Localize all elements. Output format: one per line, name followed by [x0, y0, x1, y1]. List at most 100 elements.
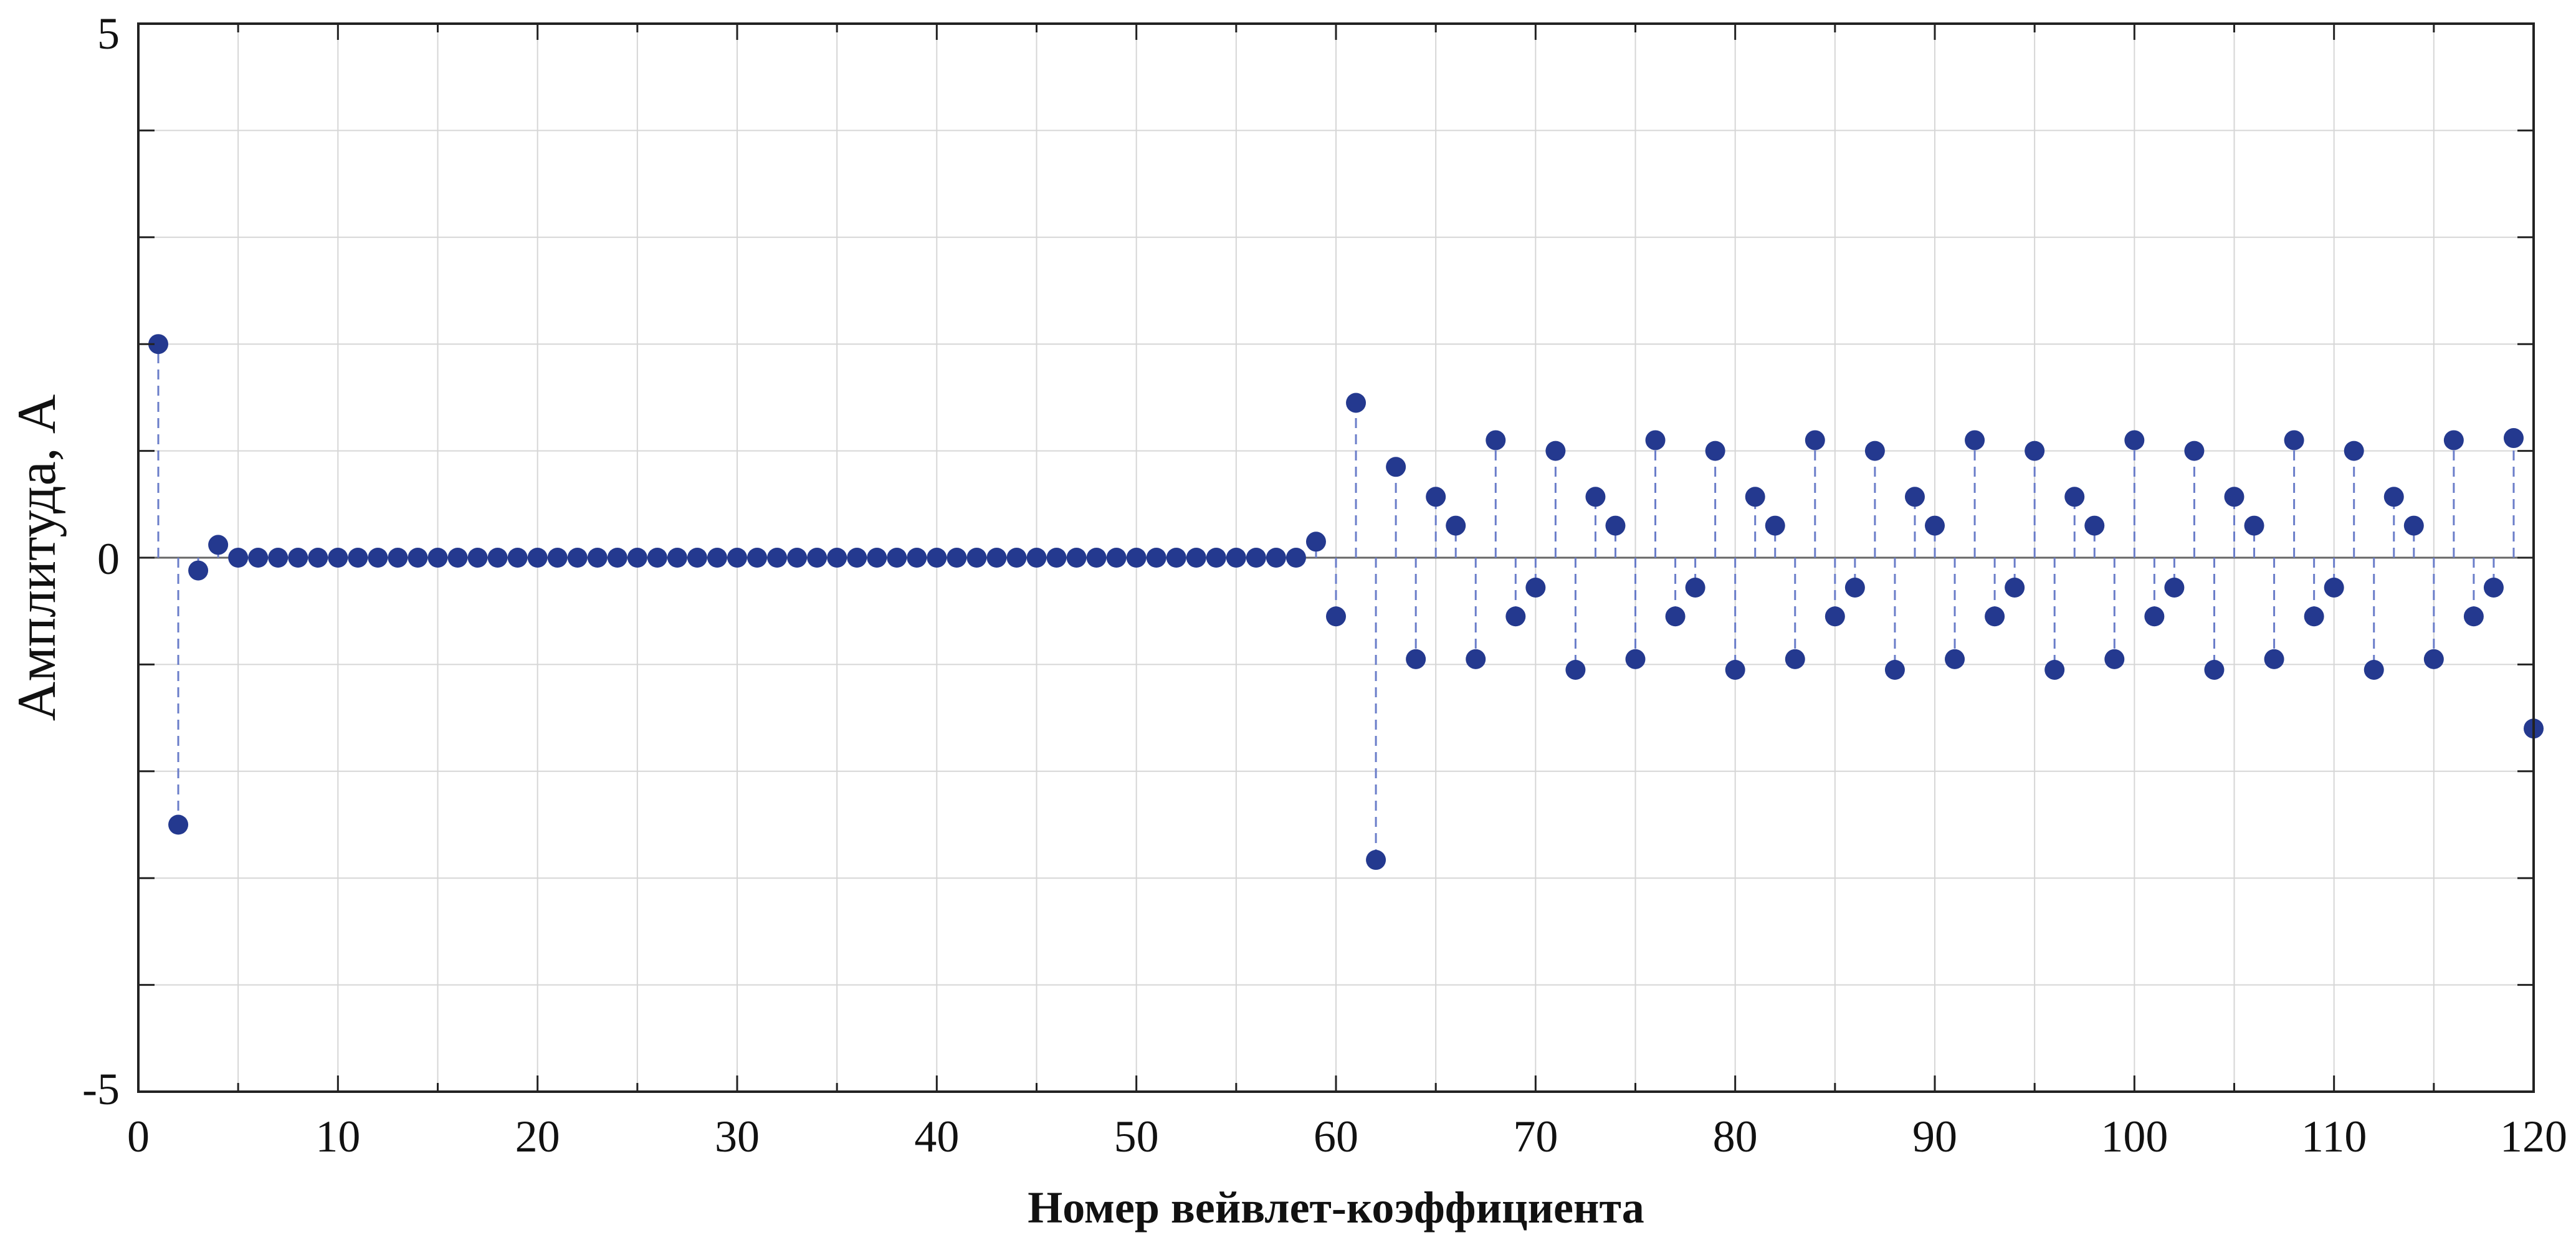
data-point: [2144, 606, 2165, 627]
x-tick-label: 40: [914, 1112, 959, 1161]
data-point: [1006, 548, 1027, 568]
data-point: [1446, 515, 1466, 536]
data-point: [647, 548, 667, 568]
data-point: [1884, 659, 1905, 680]
data-point: [2304, 606, 2324, 627]
data-point: [687, 548, 707, 568]
data-point: [627, 548, 647, 568]
data-point: [1266, 548, 1286, 568]
y-tick-label: 0: [97, 534, 120, 584]
data-point: [2364, 659, 2384, 680]
y-tick-label: 5: [97, 9, 120, 59]
data-point: [1186, 548, 1206, 568]
data-point: [707, 548, 727, 568]
data-point: [1645, 430, 1666, 451]
data-point: [1346, 393, 1367, 413]
data-point: [507, 548, 528, 568]
tick-marks: [137, 22, 2535, 1093]
data-point: [1166, 548, 1186, 568]
x-tick-label: 90: [1912, 1112, 1957, 1161]
data-point: [787, 548, 808, 568]
data-point: [2443, 430, 2464, 451]
data-point: [308, 548, 328, 568]
data-point: [986, 548, 1007, 568]
x-axis-label: Номер вейвлет-коэффициента: [1028, 1183, 1644, 1233]
data-point: [1945, 649, 1965, 669]
data-point: [2264, 649, 2284, 669]
data-point: [368, 548, 388, 568]
x-tick-label: 30: [715, 1112, 760, 1161]
data-point: [1046, 548, 1067, 568]
data-point: [1844, 577, 1865, 598]
data-point: [887, 548, 907, 568]
x-tick-labels: 0 10 20 30 40 50 60 70 80 90 100 110 120: [127, 1112, 2567, 1161]
data-point: [1366, 850, 1386, 870]
data-point: [228, 548, 249, 568]
data-point: [2423, 649, 2444, 669]
data-point: [1066, 548, 1087, 568]
data-point: [2164, 577, 2185, 598]
data-point: [527, 548, 548, 568]
data-point: [1825, 606, 1845, 627]
data-point: [1505, 606, 1526, 627]
data-point: [1406, 649, 1426, 669]
data-point: [248, 548, 269, 568]
data-point: [1426, 487, 1446, 507]
data-point: [1126, 548, 1147, 568]
data-point: [427, 548, 448, 568]
data-point: [2344, 441, 2364, 461]
data-point: [1246, 548, 1266, 568]
data-point: [1286, 548, 1306, 568]
data-point: [547, 548, 568, 568]
data-point: [1386, 457, 1406, 477]
x-tick-label: 60: [1314, 1112, 1358, 1161]
data-point: [2044, 659, 2065, 680]
data-point: [667, 548, 687, 568]
data-point: [208, 535, 229, 555]
data-point: [1904, 487, 1925, 507]
data-point: [1146, 548, 1166, 568]
data-point: [188, 560, 209, 581]
data-point: [2403, 515, 2424, 536]
data-point: [388, 548, 408, 568]
data-point: [1925, 515, 1945, 536]
data-point: [607, 548, 627, 568]
x-tick-label: 70: [1513, 1112, 1558, 1161]
data-point: [1206, 548, 1226, 568]
data-point: [168, 814, 189, 835]
x-tick-label: 100: [2101, 1112, 2168, 1161]
data-point: [1625, 649, 1646, 669]
data-point: [2184, 441, 2205, 461]
data-point: [747, 548, 768, 568]
data-point: [807, 548, 828, 568]
data-point: [1864, 441, 1885, 461]
data-point: [907, 548, 927, 568]
data-point: [1545, 441, 1566, 461]
data-point: [1565, 659, 1586, 680]
data-point: [2324, 577, 2344, 598]
data-point: [2463, 606, 2484, 627]
data-point: [1326, 606, 1346, 627]
data-point: [1765, 515, 1785, 536]
x-tick-label: 80: [1713, 1112, 1758, 1161]
data-point: [487, 548, 508, 568]
data-point: [727, 548, 747, 568]
data-point: [2025, 441, 2045, 461]
data-point: [927, 548, 947, 568]
data-point: [1785, 649, 1805, 669]
data-point: [1745, 487, 1765, 507]
data-point: [268, 548, 289, 568]
data-point: [1226, 548, 1246, 568]
data-point: [1305, 532, 1326, 552]
stems: [157, 344, 2535, 861]
data-point: [2503, 428, 2524, 449]
data-point: [2104, 649, 2125, 669]
data-point: [2244, 515, 2264, 536]
data-point: [1985, 606, 2005, 627]
data-point: [2084, 515, 2105, 536]
data-point: [1685, 577, 1705, 598]
y-tick-label: -5: [82, 1064, 120, 1114]
data-point: [1585, 487, 1606, 507]
x-tick-label: 0: [127, 1112, 150, 1161]
